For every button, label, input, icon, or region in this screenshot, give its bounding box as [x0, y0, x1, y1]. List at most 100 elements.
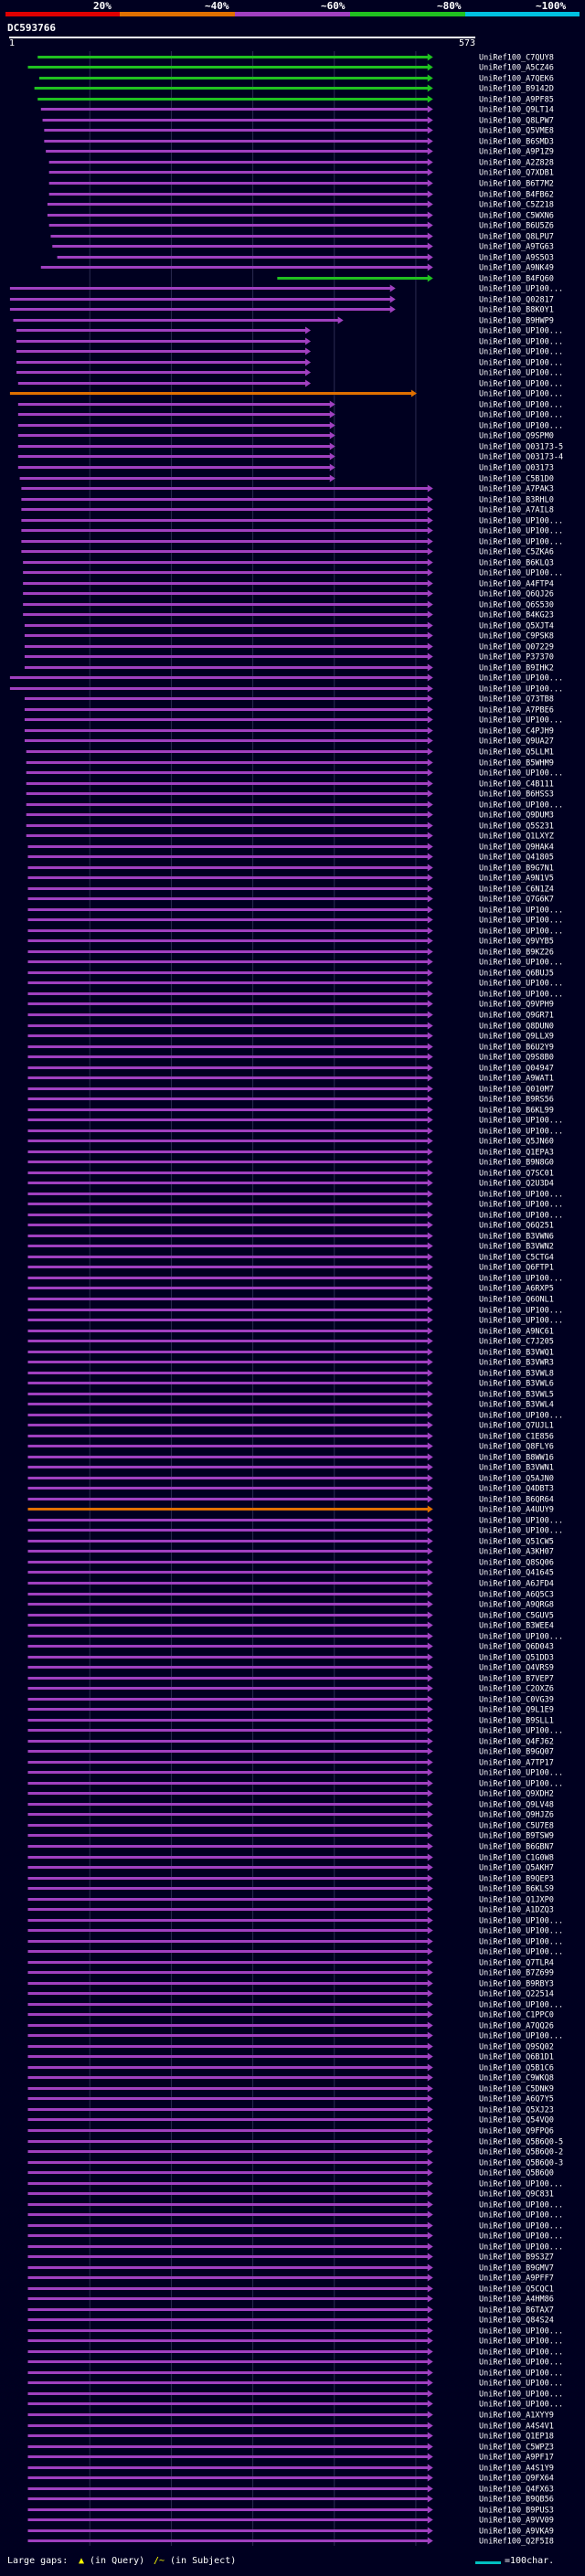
- hit-label[interactable]: UniRef100_UP100...: [479, 2032, 563, 2041]
- hit-label[interactable]: UniRef100_C5WPZ3: [479, 2443, 554, 2453]
- hit-label[interactable]: UniRef100_Q4FJ62: [479, 1738, 554, 1747]
- hit-label[interactable]: UniRef100_A9PF17: [479, 2454, 554, 2463]
- hit-label[interactable]: UniRef100_UP100...: [479, 338, 563, 347]
- hit-label[interactable]: UniRef100_A4HM86: [479, 2295, 554, 2305]
- hit-label[interactable]: UniRef100_A7QQ26: [479, 2022, 554, 2031]
- hit-label[interactable]: UniRef100_Q9C831: [479, 2190, 554, 2200]
- hit-label[interactable]: UniRef100_UP100...: [479, 1307, 563, 1316]
- hit-label[interactable]: UniRef100_UP100...: [479, 1780, 563, 1789]
- hit-label[interactable]: UniRef100_Q1LXYZ: [479, 832, 554, 842]
- hit-label[interactable]: UniRef100_Q07229: [479, 643, 554, 652]
- hit-label[interactable]: UniRef100_C4PJH9: [479, 727, 554, 737]
- hit-label[interactable]: UniRef100_Q8LPW7: [479, 117, 554, 126]
- hit-label[interactable]: UniRef100_B3RHL0: [479, 496, 554, 505]
- hit-label[interactable]: UniRef100_UP100...: [479, 959, 563, 968]
- hit-label[interactable]: UniRef100_UP100...: [479, 401, 563, 410]
- hit-label[interactable]: UniRef100_UP100...: [479, 569, 563, 578]
- hit-label[interactable]: UniRef100_UP100...: [479, 369, 563, 378]
- hit-label[interactable]: UniRef100_Q03173-4: [479, 453, 563, 462]
- hit-label[interactable]: UniRef100_A4S1Y9: [479, 2465, 554, 2474]
- hit-label[interactable]: UniRef100_Q5LLM1: [479, 748, 554, 758]
- hit-label[interactable]: UniRef100_A9P1Z9: [479, 148, 554, 157]
- hit-label[interactable]: UniRef100_UP100...: [479, 1117, 563, 1126]
- hit-label[interactable]: UniRef100_Q5B6Q0-5: [479, 2138, 563, 2147]
- hit-label[interactable]: UniRef100_Q54VQ0: [479, 2116, 554, 2125]
- hit-label[interactable]: UniRef100_UP100...: [479, 1212, 563, 1221]
- hit-label[interactable]: UniRef100_B6QR64: [479, 1496, 554, 1505]
- hit-label[interactable]: UniRef100_Q9SQ02: [479, 2043, 554, 2052]
- hit-label[interactable]: UniRef100_B6GBN7: [479, 1843, 554, 1852]
- hit-label[interactable]: UniRef100_Q8LPU7: [479, 233, 554, 242]
- hit-label[interactable]: UniRef100_UP100...: [479, 2243, 563, 2253]
- hit-label[interactable]: UniRef100_Q7SC01: [479, 1170, 554, 1179]
- hit-label[interactable]: UniRef100_UP100...: [479, 991, 563, 1000]
- hit-label[interactable]: UniRef100_B5WHM9: [479, 759, 554, 769]
- hit-label[interactable]: UniRef100_Q6B1D1: [479, 2053, 554, 2062]
- hit-label[interactable]: UniRef100_UP100...: [479, 1517, 563, 1526]
- hit-label[interactable]: UniRef100_Q5B6Q0-3: [479, 2159, 563, 2168]
- hit-label[interactable]: UniRef100_UP100...: [479, 2180, 563, 2189]
- hit-label[interactable]: UniRef100_B4FQ60: [479, 275, 554, 284]
- hit-label[interactable]: UniRef100_Q9S8B0: [479, 1054, 554, 1063]
- hit-label[interactable]: UniRef100_A9PF85: [479, 96, 554, 105]
- hit-label[interactable]: UniRef100_Q9L1E9: [479, 1706, 554, 1715]
- hit-label[interactable]: UniRef100_A7QEK6: [479, 75, 554, 84]
- hit-label[interactable]: UniRef100_A6RXP5: [479, 1285, 554, 1294]
- hit-label[interactable]: UniRef100_UP100...: [479, 1917, 563, 1926]
- hit-label[interactable]: UniRef100_A9TG63: [479, 243, 554, 252]
- hit-label[interactable]: UniRef100_UP100...: [479, 1527, 563, 1536]
- hit-label[interactable]: UniRef100_Q5JN60: [479, 1138, 554, 1147]
- hit-label[interactable]: UniRef100_UP100...: [479, 390, 563, 399]
- hit-label[interactable]: UniRef100_B9RBY3: [479, 1980, 554, 1989]
- hit-label[interactable]: UniRef100_Q4VRS9: [479, 1664, 554, 1673]
- hit-label[interactable]: UniRef100_B6TAX7: [479, 2306, 554, 2316]
- hit-label[interactable]: UniRef100_Q41805: [479, 853, 554, 863]
- hit-label[interactable]: UniRef100_B9GMV7: [479, 2264, 554, 2274]
- hit-label[interactable]: UniRef100_A9NK49: [479, 264, 554, 273]
- hit-label[interactable]: UniRef100_A7PAK3: [479, 485, 554, 494]
- hit-label[interactable]: UniRef100_Q9VPH9: [479, 1001, 554, 1010]
- hit-label[interactable]: UniRef100_Q03173-5: [479, 443, 563, 452]
- hit-label[interactable]: UniRef100_A9WAT1: [479, 1075, 554, 1084]
- hit-label[interactable]: UniRef100_Q1EP18: [479, 2433, 554, 2442]
- hit-label[interactable]: UniRef100_C5CTG4: [479, 1254, 554, 1263]
- hit-label[interactable]: UniRef100_B6KL99: [479, 1107, 554, 1116]
- hit-label[interactable]: UniRef100_Q9DUM3: [479, 811, 554, 821]
- hit-label[interactable]: UniRef100_UP100...: [479, 411, 563, 420]
- hit-label[interactable]: UniRef100_B6HSS3: [479, 790, 554, 800]
- hit-label[interactable]: UniRef100_B9QB56: [479, 2496, 554, 2505]
- hit-label[interactable]: UniRef100_Q6QJ26: [479, 590, 554, 599]
- hit-label[interactable]: UniRef100_A9NC61: [479, 1328, 554, 1337]
- hit-label[interactable]: UniRef100_A9QRG8: [479, 1601, 554, 1610]
- hit-label[interactable]: UniRef100_A6Q7Y5: [479, 2095, 554, 2104]
- hit-label[interactable]: UniRef100_A1XYY9: [479, 2412, 554, 2421]
- hit-label[interactable]: UniRef100_UP100...: [479, 380, 563, 389]
- hit-label[interactable]: UniRef100_Q9LLX9: [479, 1033, 554, 1042]
- hit-label[interactable]: UniRef100_A6Q5C3: [479, 1591, 554, 1600]
- hit-label[interactable]: UniRef100_C2OXZ6: [479, 1685, 554, 1694]
- hit-label[interactable]: UniRef100_Q5AKH7: [479, 1864, 554, 1873]
- hit-label[interactable]: UniRef100_A9VKA9: [479, 2528, 554, 2537]
- hit-label[interactable]: UniRef100_C1PPC0: [479, 2011, 554, 2020]
- hit-label[interactable]: UniRef100_B9RS56: [479, 1096, 554, 1105]
- hit-label[interactable]: UniRef100_Q5B6Q0: [479, 2169, 554, 2178]
- hit-label[interactable]: UniRef100_Q1EPA3: [479, 1149, 554, 1158]
- hit-label[interactable]: UniRef100_A7TP17: [479, 1759, 554, 1768]
- hit-label[interactable]: UniRef100_B3VWR3: [479, 1359, 554, 1368]
- hit-label[interactable]: UniRef100_A7PBE6: [479, 706, 554, 716]
- hit-label[interactable]: UniRef100_UP100...: [479, 517, 563, 526]
- hit-label[interactable]: UniRef100_B9PUS3: [479, 2507, 554, 2516]
- hit-label[interactable]: UniRef100_C6N1Z4: [479, 885, 554, 895]
- hit-label[interactable]: UniRef100_Q9VYB5: [479, 938, 554, 947]
- hit-label[interactable]: UniRef100_Q7TLR4: [479, 1959, 554, 1968]
- hit-label[interactable]: UniRef100_Q6ONL1: [479, 1296, 554, 1305]
- hit-label[interactable]: UniRef100_UP100...: [479, 1191, 563, 1200]
- hit-label[interactable]: UniRef100_Q1JXP0: [479, 1896, 554, 1905]
- hit-label[interactable]: UniRef100_C7J205: [479, 1338, 554, 1347]
- hit-label[interactable]: UniRef100_Q5VME8: [479, 127, 554, 136]
- hit-label[interactable]: UniRef100_Q5XJ23: [479, 2106, 554, 2115]
- hit-label[interactable]: UniRef100_A9N1V5: [479, 875, 554, 884]
- hit-label[interactable]: UniRef100_C5WXN6: [479, 212, 554, 221]
- hit-label[interactable]: UniRef100_B8K0Y1: [479, 306, 554, 315]
- hit-label[interactable]: UniRef100_Q5S231: [479, 822, 554, 832]
